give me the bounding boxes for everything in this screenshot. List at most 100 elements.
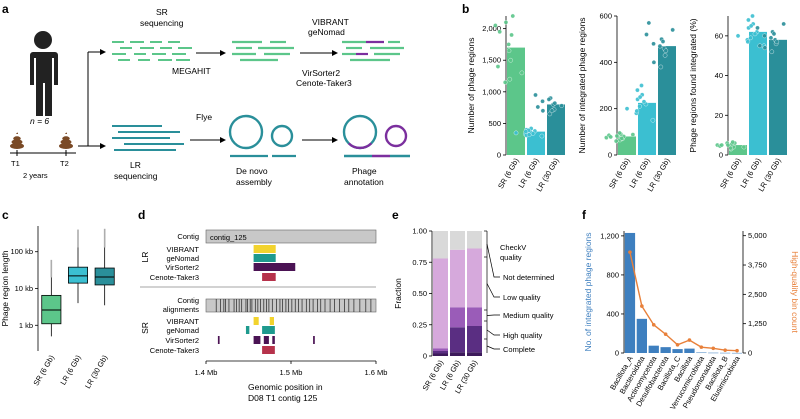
data-point	[741, 144, 747, 150]
stacked-segment	[450, 307, 465, 328]
data-point	[651, 41, 656, 47]
line-point	[723, 348, 727, 352]
data-point	[646, 20, 652, 26]
stacked-segment	[433, 258, 448, 349]
stacked-segment	[450, 249, 465, 308]
bar	[684, 348, 695, 353]
sr-alignment-bar	[205, 298, 377, 313]
y-tick-label: 1.00	[412, 227, 427, 236]
track-label: VirSorter2	[165, 336, 199, 345]
box	[68, 266, 89, 284]
legend-entry: Medium quality	[503, 311, 554, 320]
chart-f: 0 400 800 1,200 0 1,250 2,500 3,750 5,000 No. of …	[583, 231, 800, 411]
assembly-label: De novo	[236, 166, 268, 176]
legend-connector	[486, 345, 500, 350]
y2-tick-label: 1,250	[748, 319, 767, 328]
data-point	[630, 132, 636, 137]
y2-tick-label: 5,000	[748, 231, 767, 240]
data-point	[750, 13, 755, 19]
phage-segment	[262, 273, 276, 281]
stacked-segment	[450, 327, 465, 353]
y-tick-label: 20	[715, 111, 723, 120]
data-point	[719, 142, 724, 148]
contig-name: contig_125	[210, 233, 247, 242]
lr-sequencing-label: sequencing	[114, 171, 158, 181]
sr-sequencing-label: sequencing	[140, 18, 184, 28]
data-point	[493, 23, 498, 28]
data-point	[755, 25, 760, 31]
branch-connector	[78, 51, 100, 147]
data-point	[637, 104, 642, 109]
stacked-segment	[450, 231, 465, 250]
bar	[648, 345, 659, 353]
y-tick-label: 0.50	[412, 289, 427, 298]
data-point	[624, 106, 630, 111]
phage-segment	[253, 254, 276, 262]
phage-segment	[253, 263, 296, 271]
data-point	[535, 104, 541, 110]
legend-entry: High quality	[503, 331, 542, 340]
track-label: Contig	[177, 296, 199, 305]
stacked-segment	[433, 231, 448, 259]
data-point	[510, 13, 516, 19]
stacked-segment	[467, 326, 482, 353]
data-point	[635, 87, 640, 93]
data-point	[540, 108, 546, 114]
y-axis-label: Number of integrated phage regions	[577, 17, 587, 153]
series-line	[629, 251, 738, 352]
y-tick-label: 0.25	[412, 320, 427, 329]
data-point	[619, 136, 625, 141]
phage-segment	[262, 326, 275, 334]
data-point	[748, 23, 754, 29]
lr-circular-contigs	[228, 114, 294, 150]
bar	[547, 104, 565, 155]
panel-label-a: a	[2, 2, 9, 16]
x-tick-label: 1.5 Mb	[280, 368, 303, 377]
legend-connector	[486, 314, 500, 316]
x-tick-label: LR (30 Gb)	[83, 353, 110, 390]
lr-annotated-contigs	[342, 114, 410, 158]
data-point	[728, 145, 733, 151]
bar	[769, 39, 787, 156]
y-tick-label: 60	[715, 31, 723, 40]
outlier-points	[77, 229, 79, 248]
y-tick-label: 0.75	[412, 258, 427, 267]
data-point	[523, 129, 529, 134]
phage-segment	[272, 336, 275, 344]
data-point	[641, 99, 647, 105]
track-label: Contig	[177, 232, 199, 241]
bar	[731, 352, 743, 354]
track-label: geNomad	[166, 254, 199, 263]
line-point	[735, 348, 739, 353]
y-axis-label: Phage regions found integrated (%)	[688, 18, 698, 152]
data-point	[658, 64, 664, 70]
chart-b3: 0 20 40 60 Phage regions found integrated (%…	[688, 13, 787, 193]
annotation-label: annotation	[344, 177, 384, 187]
legend-entry: Low quality	[503, 293, 541, 302]
legend-title: quality	[500, 253, 522, 262]
cohort-size: n = 6	[30, 116, 49, 126]
y-tick-label: 1 kb	[19, 321, 33, 330]
data-point	[730, 139, 736, 145]
data-point	[506, 42, 511, 47]
x-tick-label: 1.4 Mb	[195, 368, 218, 377]
data-point	[644, 32, 649, 37]
legend-connector	[486, 329, 500, 336]
line-point	[687, 338, 692, 342]
data-point	[663, 48, 669, 54]
data-point	[513, 130, 519, 136]
tool-label: geNomad	[308, 27, 345, 37]
phage-segment	[253, 317, 259, 325]
data-point	[546, 97, 552, 102]
y-tick-label: 100 kb	[10, 247, 33, 256]
y-tick-label: 10 kb	[15, 284, 33, 293]
data-point	[746, 17, 751, 23]
data-point	[608, 134, 613, 140]
data-point	[757, 43, 763, 49]
phage-segment	[263, 336, 269, 344]
y-tick-label: 500	[488, 119, 501, 128]
bar	[636, 318, 647, 353]
y-tick-label: 0	[497, 151, 501, 160]
group-label: LR	[140, 252, 150, 263]
timepoint-1: T1	[11, 159, 20, 168]
